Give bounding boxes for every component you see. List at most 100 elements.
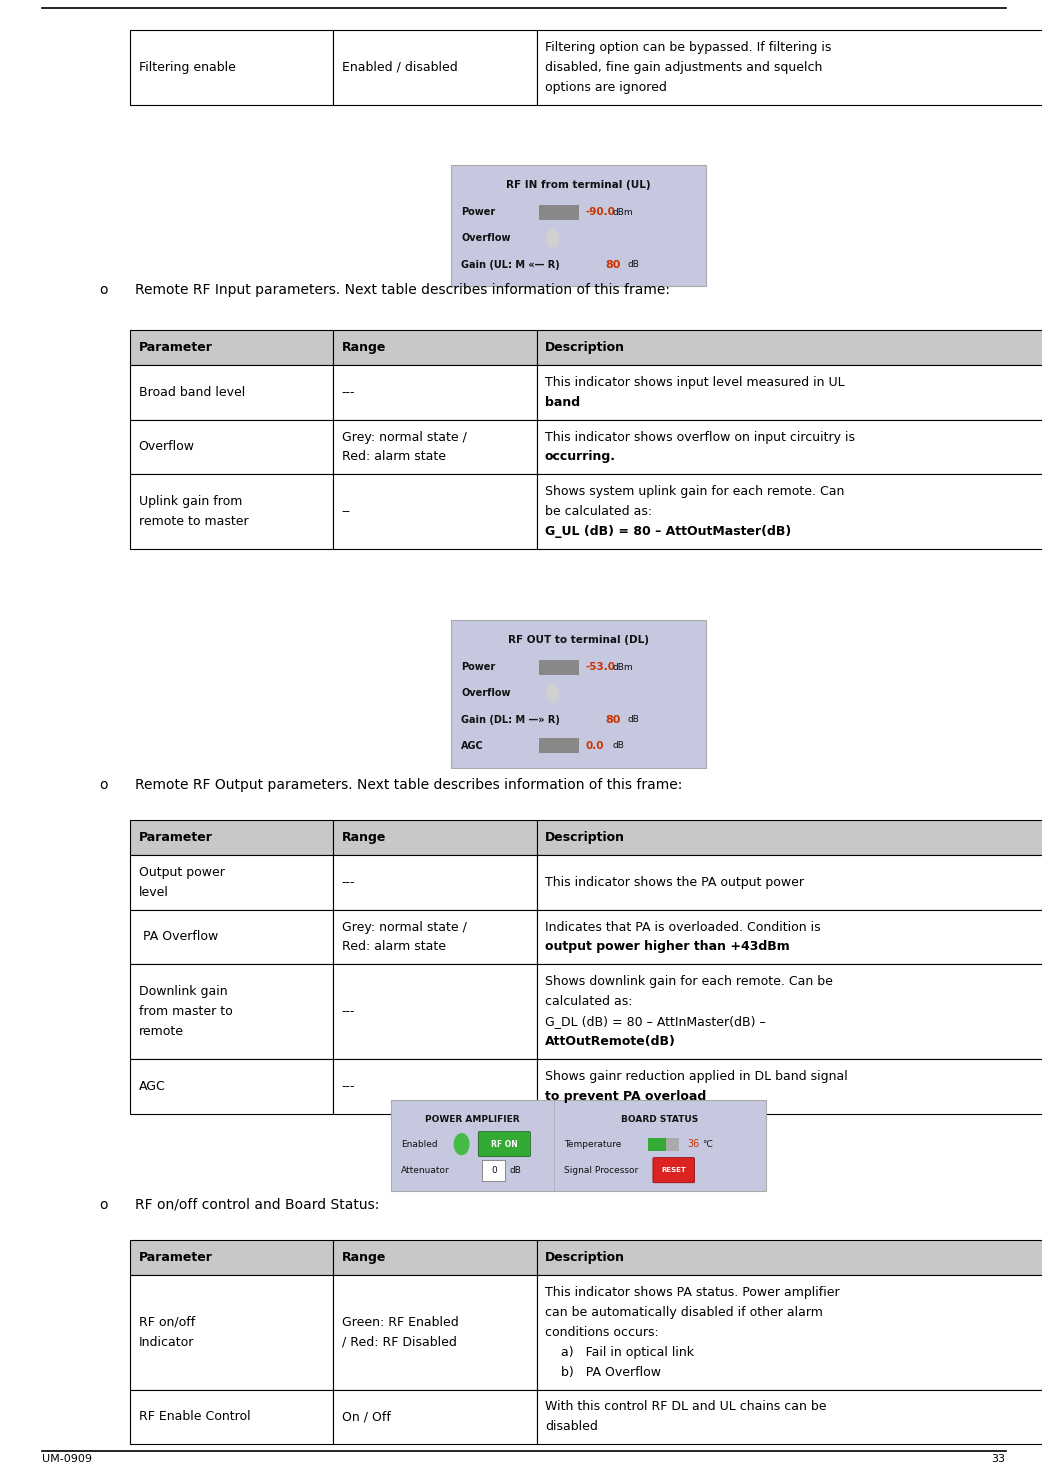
Text: Uplink gain from: Uplink gain from [139, 495, 242, 508]
Text: calculated as:: calculated as: [545, 995, 632, 1009]
Circle shape [547, 230, 559, 247]
Bar [130, 330, 333, 364]
Text: G_DL (dB) = 80 – AttInMaster(dB) –: G_DL (dB) = 80 – AttInMaster(dB) – [545, 1016, 766, 1028]
Text: Range: Range [342, 1251, 387, 1263]
Text: Remote RF Input parameters. Next table describes information of this frame:: Remote RF Input parameters. Next table d… [135, 283, 670, 298]
Bar [537, 820, 1042, 855]
Text: Description: Description [545, 831, 625, 844]
Text: can be automatically disabled if other alarm: can be automatically disabled if other a… [545, 1306, 823, 1318]
Text: Remote RF Output parameters. Next table describes information of this frame:: Remote RF Output parameters. Next table … [135, 778, 683, 792]
Text: remote to master: remote to master [139, 515, 248, 529]
Text: Red: alarm state: Red: alarm state [342, 940, 446, 954]
Text: This indicator shows input level measured in UL: This indicator shows input level measure… [545, 376, 845, 388]
Text: 33: 33 [992, 1454, 1006, 1465]
Text: --: -- [342, 505, 351, 518]
Bar [130, 855, 333, 909]
Text: / Red: RF Disabled: / Red: RF Disabled [342, 1336, 456, 1349]
Bar [537, 1059, 1042, 1114]
Bar [648, 1137, 667, 1151]
FancyBboxPatch shape [478, 1131, 530, 1157]
Text: -90.0: -90.0 [586, 207, 615, 218]
Text: UM-0909: UM-0909 [42, 1454, 92, 1465]
Text: Output power: Output power [139, 866, 224, 878]
Text: occurring.: occurring. [545, 450, 616, 464]
Bar [537, 419, 1042, 474]
Text: o: o [99, 283, 107, 298]
Text: dBm: dBm [613, 663, 632, 672]
Text: b)   PA Overflow: b) PA Overflow [545, 1365, 661, 1379]
Text: 0: 0 [491, 1166, 497, 1174]
Text: Broad band level: Broad band level [139, 385, 245, 398]
Bar [537, 330, 1042, 364]
Text: Parameter: Parameter [139, 1251, 213, 1263]
Bar [540, 738, 579, 754]
Text: disabled, fine gain adjustments and squelch: disabled, fine gain adjustments and sque… [545, 61, 822, 74]
Bar [537, 1275, 1042, 1389]
Text: RF IN from terminal (UL): RF IN from terminal (UL) [506, 181, 650, 190]
Bar [540, 204, 579, 221]
Text: to prevent PA overload: to prevent PA overload [545, 1090, 706, 1103]
Text: Description: Description [545, 341, 625, 354]
Text: level: level [139, 886, 169, 899]
Bar [333, 474, 537, 549]
Circle shape [454, 1134, 469, 1155]
Text: AGC: AGC [461, 740, 483, 751]
Bar [130, 1240, 333, 1275]
Text: Enabled: Enabled [401, 1140, 438, 1149]
Text: This indicator shows overflow on input circuitry is: This indicator shows overflow on input c… [545, 431, 855, 443]
FancyBboxPatch shape [653, 1158, 695, 1183]
Bar [482, 1160, 505, 1180]
Text: Description: Description [545, 1251, 625, 1263]
Bar [130, 820, 333, 855]
Text: a)   Fail in optical link: a) Fail in optical link [545, 1346, 694, 1358]
Text: Indicates that PA is overloaded. Condition is: Indicates that PA is overloaded. Conditi… [545, 921, 821, 933]
Text: dB: dB [627, 261, 640, 270]
Bar [130, 419, 333, 474]
Text: o: o [99, 1198, 107, 1211]
Text: output power higher than +43dBm: output power higher than +43dBm [545, 940, 790, 954]
Text: o: o [99, 778, 107, 792]
Text: Parameter: Parameter [139, 831, 213, 844]
Bar [333, 964, 537, 1059]
Bar [537, 909, 1042, 964]
Bar [333, 364, 537, 419]
Bar [537, 30, 1042, 105]
Text: be calculated as:: be calculated as: [545, 505, 652, 518]
Bar [391, 1100, 766, 1191]
Text: This indicator shows PA status. Power amplifier: This indicator shows PA status. Power am… [545, 1286, 840, 1299]
Text: remote: remote [139, 1025, 183, 1038]
Text: Overflow: Overflow [461, 234, 511, 243]
Text: Grey: normal state /: Grey: normal state / [342, 431, 467, 443]
Text: Signal Processor: Signal Processor [565, 1166, 639, 1174]
Bar [537, 364, 1042, 419]
Text: Power: Power [461, 207, 495, 218]
Text: AGC: AGC [139, 1080, 166, 1093]
Text: RF ON: RF ON [491, 1140, 518, 1149]
Bar [130, 364, 333, 419]
Bar [451, 621, 706, 767]
Bar [333, 909, 537, 964]
Text: band: band [545, 395, 580, 409]
Text: Gain (UL: M «— R): Gain (UL: M «— R) [461, 259, 560, 270]
Text: Parameter: Parameter [139, 341, 213, 354]
Text: Range: Range [342, 831, 387, 844]
Circle shape [547, 684, 559, 702]
Text: RF on/off: RF on/off [139, 1315, 195, 1328]
Bar [537, 1389, 1042, 1444]
Bar [333, 30, 537, 105]
Bar [540, 659, 579, 675]
Bar [537, 1240, 1042, 1275]
Text: options are ignored: options are ignored [545, 81, 667, 93]
Text: RF on/off control and Board Status:: RF on/off control and Board Status: [135, 1198, 380, 1211]
Text: from master to: from master to [139, 1006, 232, 1019]
Bar [333, 1389, 537, 1444]
Bar [451, 164, 706, 286]
Text: Power: Power [461, 662, 495, 672]
Bar [333, 1275, 537, 1389]
Bar [130, 909, 333, 964]
Bar [333, 1059, 537, 1114]
Text: On / Off: On / Off [342, 1410, 391, 1423]
Text: Gain (DL: M —» R): Gain (DL: M —» R) [461, 714, 560, 724]
Bar [333, 330, 537, 364]
Text: Indicator: Indicator [139, 1336, 194, 1349]
